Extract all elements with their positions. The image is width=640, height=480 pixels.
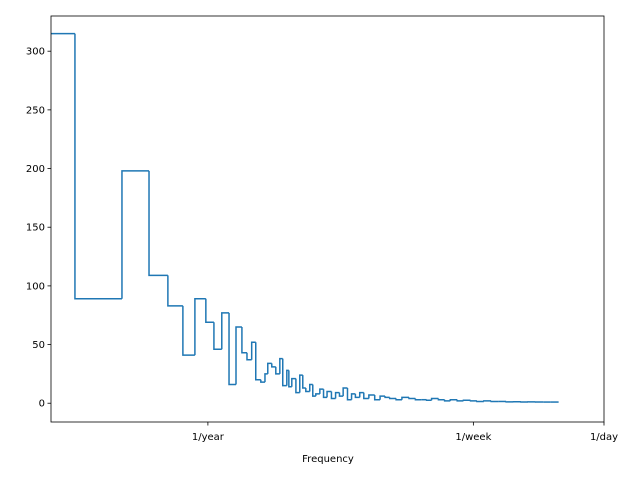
- step-segment: [449, 398, 458, 401]
- step-segment: [358, 391, 364, 398]
- step-segment: [250, 341, 256, 360]
- step-segment: [182, 305, 195, 356]
- step-segment: [167, 275, 183, 307]
- step-segment: [305, 387, 310, 393]
- step-segment: [312, 384, 316, 397]
- step-segment: [302, 375, 306, 389]
- step-segment: [246, 352, 252, 361]
- step-segment: [271, 363, 276, 368]
- step-segment: [368, 394, 375, 399]
- y-tick-label: 300: [26, 47, 45, 58]
- step-segment: [388, 397, 397, 400]
- y-tick-label: 50: [32, 340, 45, 351]
- x-tick-label: 1/year: [192, 432, 225, 443]
- step-segment: [326, 390, 332, 398]
- step-segment: [319, 388, 324, 394]
- step-segment: [373, 395, 381, 401]
- step-segment: [322, 389, 328, 399]
- step-segment: [279, 357, 283, 374]
- step-segment: [384, 396, 390, 399]
- step-segment: [443, 399, 451, 402]
- step-segment: [235, 326, 242, 385]
- step-segment: [350, 393, 356, 400]
- y-tick-label: 0: [39, 399, 45, 410]
- step-segment: [414, 398, 422, 401]
- step-segment: [241, 326, 247, 354]
- step-segment: [334, 391, 340, 399]
- step-segment: [425, 399, 432, 402]
- step-segment: [401, 396, 409, 400]
- step-segment: [430, 397, 439, 401]
- step-segment: [228, 312, 237, 386]
- y-tick-label: 200: [26, 164, 45, 175]
- step-segment: [309, 383, 313, 392]
- step-segment: [395, 398, 402, 401]
- y-tick-label: 100: [26, 281, 45, 292]
- step-segment: [288, 370, 292, 388]
- step-segment: [291, 377, 296, 387]
- step-segment: [476, 400, 484, 403]
- step-segment: [408, 397, 416, 400]
- step-segment: [330, 391, 336, 400]
- step-segment: [315, 393, 320, 397]
- step-segment: [221, 312, 230, 350]
- step-segment: [260, 379, 265, 383]
- step-segment: [205, 298, 214, 324]
- step-segment: [469, 400, 477, 402]
- plot-frame: [50, 15, 605, 423]
- x-axis-label: Frequency: [302, 454, 354, 465]
- step-segment: [275, 366, 280, 375]
- step-segment: [255, 342, 261, 381]
- step-segment: [342, 387, 348, 397]
- step-segment: [456, 399, 464, 402]
- step-segment: [121, 170, 150, 299]
- step-segment: [213, 322, 222, 350]
- step-segment: [194, 298, 206, 356]
- step-segment: [295, 378, 300, 394]
- step-segment: [462, 399, 471, 402]
- step-segment: [74, 33, 122, 300]
- y-tick-label: 250: [26, 105, 45, 116]
- step-segment: [299, 374, 303, 393]
- x-tick-label: 1/week: [455, 432, 491, 443]
- step-segment: [264, 373, 268, 383]
- step-segment: [490, 400, 499, 403]
- step-segment: [338, 392, 344, 397]
- step-segment: [483, 400, 492, 402]
- x-tick-label: 1/day: [590, 432, 618, 443]
- step-segment: [346, 387, 352, 401]
- step-segment: [363, 392, 369, 400]
- step-segment: [267, 362, 272, 374]
- step-segment: [379, 395, 386, 400]
- step-segment: [282, 358, 287, 387]
- step-segment: [354, 393, 360, 399]
- step-segment: [437, 398, 445, 401]
- y-tick-label: 150: [26, 223, 45, 234]
- step-segment: [148, 170, 168, 277]
